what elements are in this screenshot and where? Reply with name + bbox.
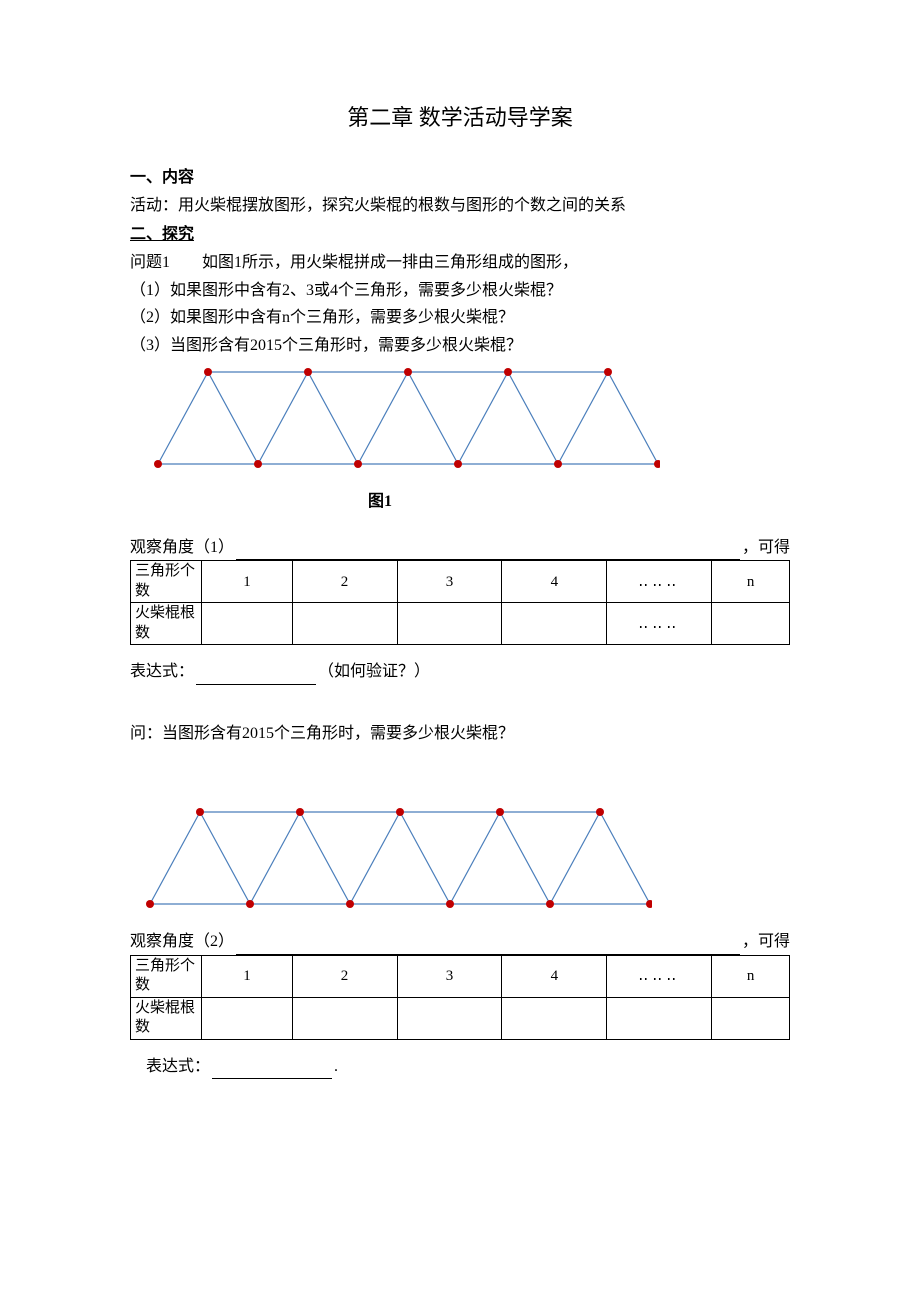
table-cell: 4 xyxy=(502,955,607,997)
figure-1-caption: 图1 xyxy=(150,489,790,515)
table-1-row2-header: 火柴棍根数 xyxy=(131,603,202,645)
expression-2-indent xyxy=(130,1054,146,1080)
table-cell: 1 xyxy=(202,955,292,997)
table-cell xyxy=(202,997,292,1039)
table-cell: 4 xyxy=(502,561,607,603)
table-cell xyxy=(397,997,502,1039)
table-cell xyxy=(502,997,607,1039)
table-2: 三角形个数 1 2 3 4 ‥‥‥ n 火柴棍根数 xyxy=(130,955,790,1040)
table-cell xyxy=(202,603,292,645)
section1-header: 一、内容 xyxy=(130,165,790,191)
observation-1-line: 观察角度（1） ，可得 xyxy=(130,535,790,561)
figure-2 xyxy=(142,806,790,925)
expression-1-line: 表达式： （如何验证？） xyxy=(130,659,790,685)
table-1-row1-header: 三角形个数 xyxy=(131,561,202,603)
expression-2-label: 表达式： xyxy=(146,1054,210,1080)
page-title: 第二章 数学活动导学案 xyxy=(130,100,790,135)
table-cell xyxy=(292,603,397,645)
table-cell: ‥‥‥ xyxy=(607,955,712,997)
sub-question-2: （2）如果图形中含有n个三角形，需要多少根火柴棍？ xyxy=(130,305,790,331)
observation-2-blank xyxy=(236,939,740,955)
table-cell xyxy=(712,997,790,1039)
table-row: 三角形个数 1 2 3 4 ‥‥‥ n xyxy=(131,561,790,603)
expression-1-blank xyxy=(196,669,316,685)
table-cell: 3 xyxy=(397,955,502,997)
table-row: 火柴棍根数 ‥‥‥ xyxy=(131,603,790,645)
table-2-row1-header: 三角形个数 xyxy=(131,955,202,997)
table-cell xyxy=(292,997,397,1039)
observation-2-label: 观察角度（2） xyxy=(130,929,234,955)
sub-question-1: （1）如果图形中含有2、3或4个三角形，需要多少根火柴棍？ xyxy=(130,278,790,304)
triangle-figure-2 xyxy=(142,806,652,916)
table-cell: n xyxy=(712,561,790,603)
table-cell: 2 xyxy=(292,561,397,603)
table-cell: n xyxy=(712,955,790,997)
table-cell xyxy=(607,997,712,1039)
expression-1-suffix: （如何验证？） xyxy=(318,659,430,685)
sub-question-3: （3）当图形含有2015个三角形时，需要多少根火柴棍？ xyxy=(130,333,790,359)
expression-1-label: 表达式： xyxy=(130,659,194,685)
observation-1-label: 观察角度（1） xyxy=(130,535,234,561)
observation-1-blank xyxy=(236,544,740,560)
expression-2-suffix: . xyxy=(334,1054,338,1080)
observation-2-line: 观察角度（2） ，可得 xyxy=(130,929,790,955)
table-row: 火柴棍根数 xyxy=(131,997,790,1039)
activity-line: 活动：用火柴棍摆放图形，探究火柴棍的根数与图形的个数之间的关系 xyxy=(130,193,790,219)
triangle-figure-1 xyxy=(150,366,660,476)
expression-2-line: 表达式： . xyxy=(130,1054,790,1080)
problem1-line: 问题1 如图1所示，用火柴棍拼成一排由三角形组成的图形， xyxy=(130,250,790,276)
table-2-row2-header: 火柴棍根数 xyxy=(131,997,202,1039)
table-row: 三角形个数 1 2 3 4 ‥‥‥ n xyxy=(131,955,790,997)
expression-2-blank xyxy=(212,1063,332,1079)
observation-1-tail: ，可得 xyxy=(742,535,790,561)
section2-header: 二、探究 xyxy=(130,222,790,248)
table-cell: 3 xyxy=(397,561,502,603)
table-cell: ‥‥‥ xyxy=(607,603,712,645)
table-cell: 2 xyxy=(292,955,397,997)
table-cell: ‥‥‥ xyxy=(607,561,712,603)
observation-2-tail: ，可得 xyxy=(742,929,790,955)
table-cell xyxy=(397,603,502,645)
table-cell: 1 xyxy=(202,561,292,603)
table-1: 三角形个数 1 2 3 4 ‥‥‥ n 火柴棍根数 ‥‥‥ xyxy=(130,560,790,645)
table-cell xyxy=(502,603,607,645)
question-2015: 问：当图形含有2015个三角形时，需要多少根火柴棍？ xyxy=(130,721,790,747)
figure-1: 图1 xyxy=(150,366,790,514)
table-cell xyxy=(712,603,790,645)
